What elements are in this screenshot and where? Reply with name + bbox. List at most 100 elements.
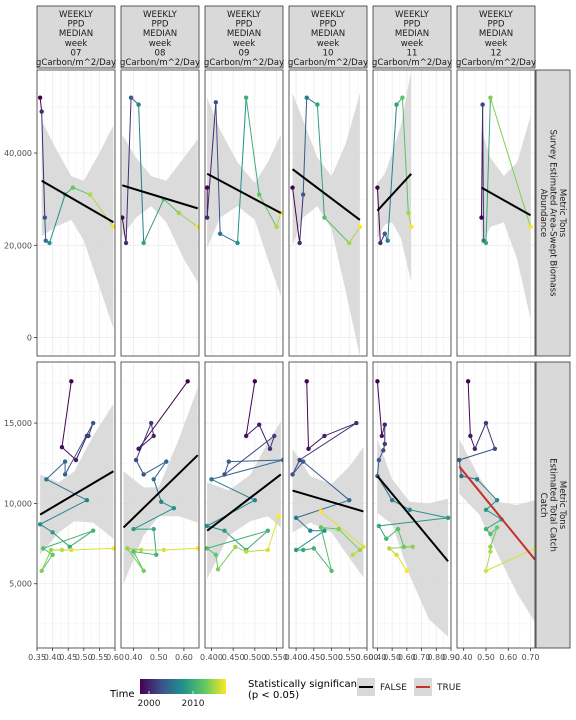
data-point (69, 379, 74, 384)
data-point (382, 441, 387, 447)
time-path-segment (49, 194, 66, 244)
time-path-segment (43, 530, 94, 549)
time-path-segment (133, 507, 175, 530)
data-point (394, 102, 399, 107)
row-strip-label: Metric Tons (557, 189, 567, 238)
data-point (39, 109, 44, 114)
data-point (136, 446, 141, 451)
time-path-segment (376, 187, 381, 244)
data-point (479, 215, 484, 220)
strip-label: week (317, 39, 340, 49)
data-point (141, 472, 146, 477)
data-point (125, 546, 130, 551)
data-point (483, 507, 489, 513)
strip-label: week (65, 39, 88, 49)
time-path-segment (485, 547, 535, 572)
data-point (48, 547, 54, 553)
x-tick-label: 0.500 (243, 653, 266, 662)
time-path-segment (489, 97, 532, 227)
strip-label: WEEKLY (143, 10, 178, 20)
time-path-segment (207, 530, 268, 549)
y-tick-label: 20,000 (4, 241, 32, 250)
legend: Time 2000 2010 Statistically significant… (109, 678, 461, 709)
data-point (315, 102, 320, 107)
x-tick-label: 0.50 (150, 653, 168, 662)
x-tick-label: 0.500 (320, 653, 343, 662)
time-path-segment (306, 381, 309, 449)
confidence-band (41, 120, 114, 329)
strip-label: gCarbon/m^2/Day (36, 58, 116, 68)
facet-strips: WEEKLYPPDMEDIANweek07gCarbon/m^2/DayWEEK… (36, 5, 536, 69)
strip-label: PPD (404, 20, 421, 30)
regression-line (376, 173, 413, 212)
data-point (290, 185, 295, 190)
data-point (213, 552, 219, 558)
time-path-segment (127, 547, 142, 551)
time-path-segment (485, 422, 496, 449)
panel (288, 69, 368, 357)
data-point (90, 420, 96, 426)
regression-line (39, 470, 114, 516)
time-path-segment (485, 97, 491, 243)
time-path-segment (485, 509, 502, 520)
x-tick-label: 0.550 (338, 653, 361, 662)
time-path-segment (348, 226, 361, 244)
data-point (318, 509, 324, 514)
strip-label: PPD (236, 20, 253, 30)
data-point (406, 210, 411, 216)
data-point (382, 231, 387, 236)
legend-label-true: TRUE (436, 683, 461, 693)
data-point (205, 523, 210, 529)
data-point (185, 379, 190, 384)
data-point (73, 457, 79, 463)
strip-label: gCarbon/m^2/Day (456, 58, 536, 68)
data-point (532, 546, 535, 551)
time-path-segment (295, 499, 350, 519)
data-point (222, 528, 227, 533)
x-tick-label: 0.450 (222, 653, 245, 662)
data-point (293, 547, 299, 553)
time-path-segment (407, 212, 412, 227)
time-path-segment (385, 528, 399, 540)
panel-border (372, 69, 452, 357)
time-path-segment (72, 187, 91, 196)
time-path-segment (75, 435, 88, 461)
data-point (86, 433, 91, 439)
data-point (465, 379, 471, 384)
x-tick-label: 0.50 (383, 653, 401, 662)
facet-panels (36, 69, 536, 649)
confidence-band (481, 116, 531, 320)
data-point (265, 547, 271, 553)
data-point (276, 514, 281, 519)
data-point (304, 95, 309, 100)
data-point (488, 531, 493, 537)
confidence-band (40, 403, 114, 555)
data-point (44, 477, 49, 482)
regression-line (206, 172, 282, 214)
time-path-segment (126, 548, 145, 572)
time-path-segment (224, 461, 230, 475)
time-path-segment (295, 530, 325, 551)
strip-label: gCarbon/m^2/Day (120, 58, 200, 68)
time-path-segment (409, 509, 449, 519)
data-point (243, 549, 249, 554)
panel (456, 69, 536, 357)
time-path-segment (44, 217, 47, 241)
panel (204, 361, 284, 649)
data-point (131, 526, 136, 532)
x-tick-label: 0.40 (125, 653, 143, 662)
time-path-segment (308, 435, 325, 450)
y-tick-label: 5,000 (9, 580, 32, 589)
time-path-segment (397, 528, 405, 547)
row-strip-bg (535, 69, 571, 357)
time-path-segment (133, 551, 145, 572)
time-path-segment (467, 381, 471, 436)
data-point (205, 546, 210, 551)
data-point (195, 224, 199, 230)
strip-label: WEEKLY (479, 10, 514, 20)
strip-label: MEDIAN (311, 29, 345, 39)
confidence-band (459, 439, 535, 623)
time-path-segment (41, 554, 54, 572)
data-point (62, 472, 68, 477)
y-tick-label: 15,000 (4, 419, 32, 428)
